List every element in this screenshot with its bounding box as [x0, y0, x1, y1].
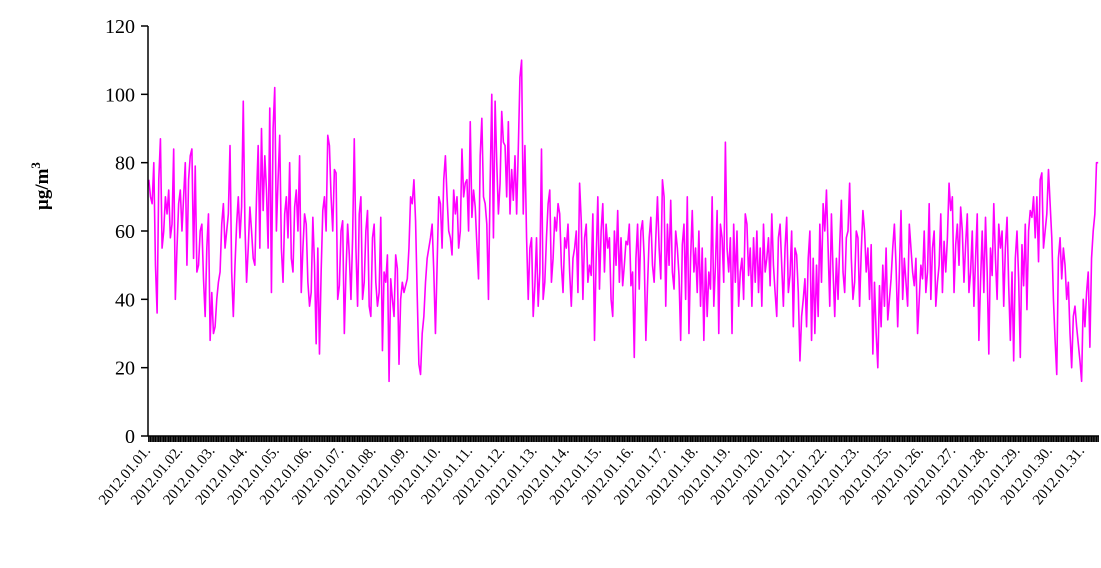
y-tick-label: 120 — [105, 16, 135, 38]
y-axis-ticks: 0 20 40 60 80 100 120 — [105, 16, 148, 448]
y-tick-label: 40 — [115, 289, 135, 311]
y-tick-label: 20 — [115, 358, 135, 380]
y-tick-label: 100 — [105, 84, 135, 106]
series-line — [148, 59, 1099, 383]
y-tick-label: 0 — [125, 426, 135, 448]
y-axis-label-unit: μg/m — [32, 168, 53, 210]
x-axis-ticks: 2012.01.01.2012.01.02.2012.01.03.2012.01… — [96, 436, 1099, 508]
y-axis-label-superscript: 3 — [28, 162, 43, 169]
series-layer — [148, 59, 1099, 383]
y-tick-label: 60 — [115, 221, 135, 243]
y-tick-label: 80 — [115, 153, 135, 175]
y-axis-label: μg/m3 — [28, 162, 53, 210]
